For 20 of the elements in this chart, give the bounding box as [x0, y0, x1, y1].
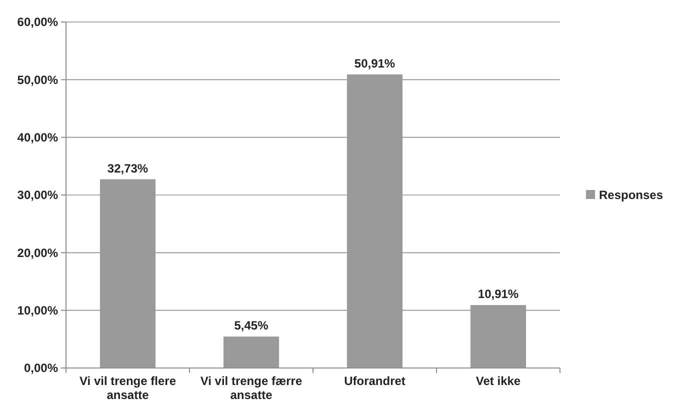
- bar: [223, 336, 280, 368]
- bar: [346, 74, 403, 368]
- y-tick-label: 0,00%: [24, 361, 58, 376]
- y-tick-label: 10,00%: [17, 304, 58, 318]
- x-tick-label: Vet ikke: [476, 374, 521, 388]
- x-tick-label: Vi vil trenge færre ansatte: [200, 374, 302, 402]
- y-tick-label: 50,00%: [17, 72, 58, 87]
- y-tick-label: 30,00%: [17, 188, 58, 202]
- data-label: 10,91%: [478, 287, 519, 302]
- data-label: 50,91%: [354, 56, 396, 70]
- data-label: 5,45%: [234, 318, 269, 333]
- data-label: 32,73%: [107, 161, 148, 176]
- y-tick-label: 60,00%: [17, 15, 58, 30]
- x-tick-label: Uforandret: [344, 374, 406, 388]
- legend-label: Responses: [599, 188, 664, 202]
- bar: [470, 305, 526, 368]
- bar: [100, 179, 156, 368]
- y-tick-label: 40,00%: [17, 130, 58, 145]
- y-tick-label: 20,00%: [17, 246, 58, 260]
- x-tick-label: Vi vil trenge flere ansatte: [80, 374, 176, 402]
